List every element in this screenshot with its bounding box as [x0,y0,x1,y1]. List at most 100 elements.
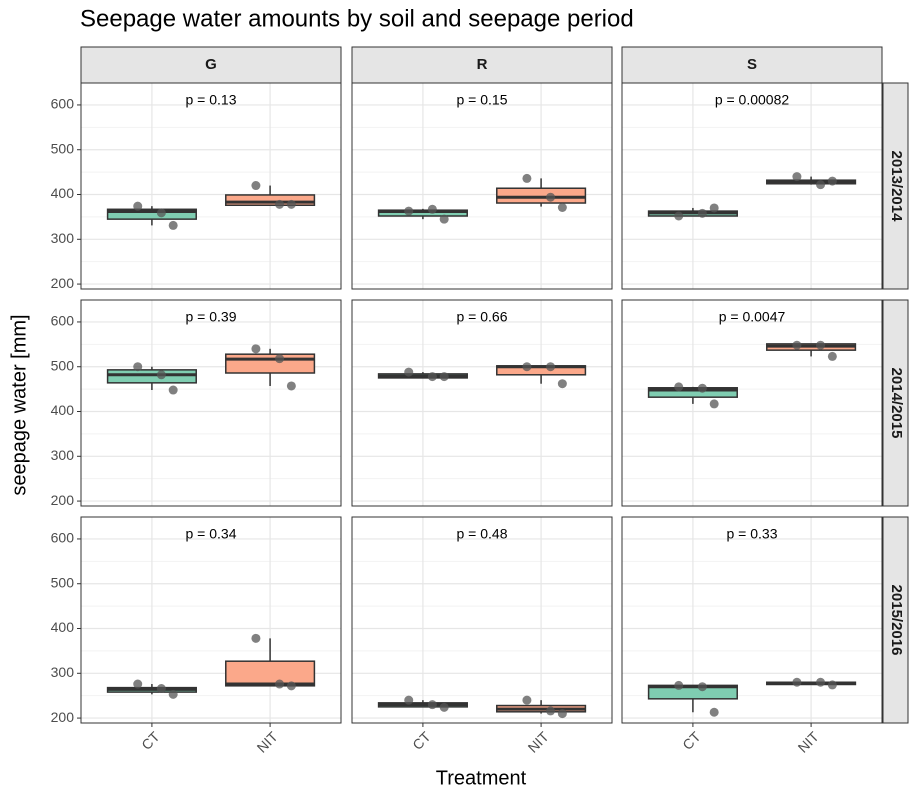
point [674,211,684,221]
chart-title: Seepage water amounts by soil and seepag… [80,5,634,32]
point [674,680,684,690]
panel-border [80,299,342,507]
point [133,679,143,689]
point [557,379,567,389]
point [286,381,296,391]
y-tick-label: 600 [51,313,75,329]
y-tick-label: 300 [51,447,75,463]
x-tick-label: CT [409,728,434,753]
point [792,172,802,182]
row-strip-label: 2015/2016 [888,585,905,656]
point [156,684,166,694]
annotation: p = 0.00082 [715,92,790,108]
point [709,203,719,213]
point [674,382,684,392]
y-tick-label: 500 [51,140,75,156]
point [275,199,285,209]
y-tick-label: 500 [51,574,75,590]
point [404,206,414,216]
panel-border [621,299,883,507]
point [816,340,826,350]
strip-bg [882,299,909,507]
point [251,181,261,191]
point [827,680,837,690]
panel-bg [81,83,341,289]
box [106,208,197,220]
column-strip-label: R [477,56,488,73]
strip-bg [80,46,342,84]
strip-bg [621,46,883,84]
point [168,220,178,230]
y-tick-label: 300 [51,664,75,680]
point [827,176,837,186]
strip-bg [882,82,909,290]
point [427,372,437,382]
box [496,187,587,204]
point [427,700,437,710]
x-tick-label: NIT [254,728,282,756]
y-tick-label: 400 [51,619,75,635]
y-tick-label: 200 [51,709,75,725]
point [546,192,556,202]
y-tick-label: 500 [51,357,75,373]
annotation: p = 0.0047 [719,309,786,325]
point [557,202,567,212]
panel-bg [622,300,882,506]
point [168,385,178,395]
panel-bg [352,517,612,723]
annotation: p = 0.66 [457,309,508,325]
strip-bg [351,46,613,84]
annotation: p = 0.33 [727,526,778,542]
column-strip-label: S [747,56,757,73]
x-tick-label: NIT [525,728,553,756]
point [168,689,178,699]
y-tick-label: 600 [51,530,75,546]
point [697,208,707,218]
point [275,354,285,364]
annotation: p = 0.34 [186,526,237,542]
point [792,340,802,350]
point [286,199,296,209]
row-strip-label: 2013/2014 [888,151,905,223]
box [225,353,316,374]
point [522,695,532,705]
y-tick-label: 400 [51,402,75,418]
y-tick-label: 400 [51,185,75,201]
panel-bg [622,83,882,289]
annotation: p = 0.48 [457,526,508,542]
point [697,682,707,692]
point [286,681,296,691]
point [439,372,449,382]
panel-border [351,299,613,507]
point [404,695,414,705]
point [546,362,556,372]
point [133,362,143,372]
y-tick-label: 200 [51,492,75,508]
point [697,383,707,393]
panel-border [351,82,613,290]
panel-border [80,82,342,290]
point [133,201,143,211]
point [792,677,802,687]
y-tick-label: 300 [51,230,75,246]
panel-border [351,516,613,724]
x-axis-label: Treatment [436,767,527,789]
point [275,679,285,689]
annotation: p = 0.13 [186,92,237,108]
point [709,707,719,717]
point [827,351,837,361]
point [557,709,567,719]
point [439,214,449,224]
column-strip-label: G [205,56,217,73]
box [225,194,316,207]
panel-border [80,516,342,724]
point [816,677,826,687]
annotation: p = 0.15 [457,92,508,108]
x-tick-label: CT [138,728,163,753]
panel-border [621,516,883,724]
box [225,660,316,687]
point [251,633,261,643]
point [522,362,532,372]
point [816,180,826,190]
